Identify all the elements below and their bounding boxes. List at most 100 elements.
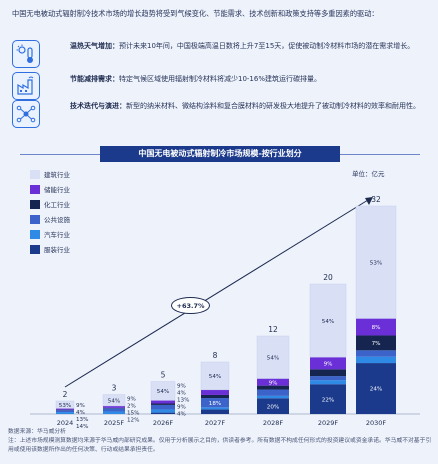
bar-segment bbox=[56, 409, 74, 411]
bar-segment bbox=[257, 378, 289, 386]
side-data-label: 14% bbox=[76, 424, 88, 430]
driver-text: 新型的纳米材料、微结构涂料和复合膜材料的研发极大地提升了被动制冷材料的效率和耐用… bbox=[126, 102, 420, 110]
legend-label: 储能行业 bbox=[44, 186, 70, 194]
bar-segment bbox=[309, 283, 347, 358]
segment-label: 8% bbox=[372, 325, 381, 331]
side-data-label: 9% bbox=[177, 405, 186, 411]
bar-segment bbox=[356, 356, 396, 364]
intro-text: 中国无电被动式辐射制冷技术市场的增长趋势将受到气候变化、节能需求、技术创新和政策… bbox=[12, 9, 379, 18]
bar-segment bbox=[256, 335, 290, 379]
bar-segment bbox=[310, 369, 346, 377]
segment-label: 53% bbox=[370, 260, 382, 266]
segment-label: 9% bbox=[324, 361, 333, 367]
x-tick-label: 2030F bbox=[366, 419, 387, 427]
disclaimer-note: 注：上述市场规模测算数据均来源于华马威内部研究成果。仅用于分析展示之目的，供读者… bbox=[8, 438, 432, 453]
cagr-badge bbox=[171, 297, 210, 314]
bar-segment bbox=[356, 350, 396, 357]
x-tick-label: 2028F bbox=[263, 419, 284, 427]
bar-segment bbox=[103, 411, 125, 414]
factory-building-icon bbox=[12, 72, 40, 100]
driver-technology: 技术迭代与演进：新型的纳米材料、微结构涂料和复合膜材料的研发极大地提升了被动制冷… bbox=[12, 100, 428, 130]
side-data-label: 12% bbox=[127, 418, 139, 424]
bar-segment bbox=[103, 405, 125, 408]
segment-label: 54% bbox=[209, 374, 221, 380]
cagr-label: +63.7% bbox=[177, 302, 205, 310]
driver-text: 特定气候区域使用辐射制冷材料将减少10-16%建筑运行碳排量。 bbox=[119, 75, 321, 83]
segment-label: 18% bbox=[209, 401, 221, 407]
bar-segment bbox=[56, 408, 74, 410]
bar-segment bbox=[201, 407, 229, 410]
bar-segment bbox=[257, 395, 289, 399]
bar-total-label: 3 bbox=[112, 384, 117, 393]
bar-segment bbox=[201, 398, 229, 408]
legend-label: 公共设施 bbox=[44, 216, 70, 224]
bar-segment bbox=[257, 385, 289, 390]
bar-segment bbox=[56, 410, 74, 413]
bar-segment bbox=[151, 409, 175, 413]
driver-weather: 温热天气增加：预计未来10年间，中国极端高温日数将上升7至15天，促使被动制冷材… bbox=[12, 40, 428, 70]
chart-notes: 数据来源：华马威分析 注：上述市场规模测算数据均来源于华马威内部研究成果。仅用于… bbox=[8, 428, 432, 455]
source-note: 数据来源：华马威分析 bbox=[8, 429, 66, 435]
segment-label: 20% bbox=[267, 404, 279, 410]
legend-label: 化工行业 bbox=[44, 201, 70, 209]
x-tick-label: 2026F bbox=[153, 419, 174, 427]
bar-segment bbox=[310, 357, 346, 370]
bar-segment bbox=[257, 389, 289, 396]
side-data-label: 2% bbox=[127, 404, 136, 410]
bar-segment bbox=[356, 335, 396, 351]
segment-label: 54% bbox=[267, 355, 279, 361]
driver-energy: 节能减排需求：特定气候区域使用辐射制冷材料将减少10-16%建筑运行碳排量。 bbox=[12, 72, 428, 102]
bar-segment bbox=[151, 412, 175, 414]
side-data-label: 9% bbox=[177, 384, 186, 390]
bar-segment bbox=[151, 400, 175, 404]
bar-total-label: 12 bbox=[268, 325, 278, 334]
driver-title: 技术迭代与演进： bbox=[70, 102, 126, 110]
bar-segment bbox=[102, 394, 126, 407]
legend-label: 服装行业 bbox=[44, 246, 70, 254]
bar-segment bbox=[310, 376, 346, 381]
driver-title: 温热天气增加： bbox=[70, 42, 119, 50]
segment-label: 9% bbox=[269, 380, 278, 386]
chart-title: 中国无电被动式辐射制冷市场规模-按行业划分 bbox=[100, 146, 340, 162]
bar-segment bbox=[103, 408, 125, 412]
x-tick-label: 2024 bbox=[57, 419, 74, 427]
bar-segment bbox=[201, 409, 229, 414]
bar-total-label: 32 bbox=[371, 195, 381, 204]
x-tick-label: 2025F bbox=[104, 419, 125, 427]
bar-segment bbox=[55, 400, 75, 409]
bar-segment bbox=[310, 380, 346, 385]
banner-line-left bbox=[20, 154, 100, 155]
legend-label: 汽车行业 bbox=[44, 231, 70, 239]
legend-label: 建筑行业 bbox=[44, 171, 70, 179]
side-data-label: 13% bbox=[177, 398, 189, 404]
bar-segment bbox=[151, 404, 175, 410]
bar-total-label: 5 bbox=[161, 371, 166, 380]
chart-unit: 单位：亿元 bbox=[352, 170, 385, 178]
thermometer-sun-icon bbox=[12, 40, 40, 68]
driver-title: 节能减排需求： bbox=[70, 75, 119, 83]
segment-label: 7% bbox=[372, 341, 381, 347]
segment-label: 54% bbox=[108, 398, 120, 404]
cagr-arrow-line bbox=[64, 199, 369, 388]
cagr-arrow-head bbox=[365, 197, 373, 205]
bar-segment bbox=[151, 403, 175, 405]
bar-segment bbox=[150, 381, 176, 401]
side-data-label: 13% bbox=[76, 417, 88, 423]
bar-segment bbox=[356, 318, 396, 336]
segment-label: 54% bbox=[157, 389, 169, 395]
segment-label: 54% bbox=[322, 319, 334, 325]
bar-total-label: 2 bbox=[63, 390, 68, 399]
side-data-label: 4% bbox=[177, 391, 186, 397]
bar-segment bbox=[310, 384, 346, 414]
segment-label: 22% bbox=[322, 397, 334, 403]
side-data-label: 4% bbox=[177, 412, 186, 418]
driver-text: 预计未来10年间，中国极端高温日数将上升7至15天，促使被动制冷材料市场的潜在需… bbox=[119, 42, 415, 50]
bar-segment bbox=[201, 394, 229, 399]
x-tick-label: 2027F bbox=[205, 419, 226, 427]
bar-segment bbox=[257, 398, 289, 414]
x-tick-label: 2029F bbox=[318, 419, 339, 427]
bar-segment bbox=[356, 363, 396, 414]
bar-segment bbox=[56, 412, 74, 414]
segment-label: 24% bbox=[370, 387, 382, 393]
